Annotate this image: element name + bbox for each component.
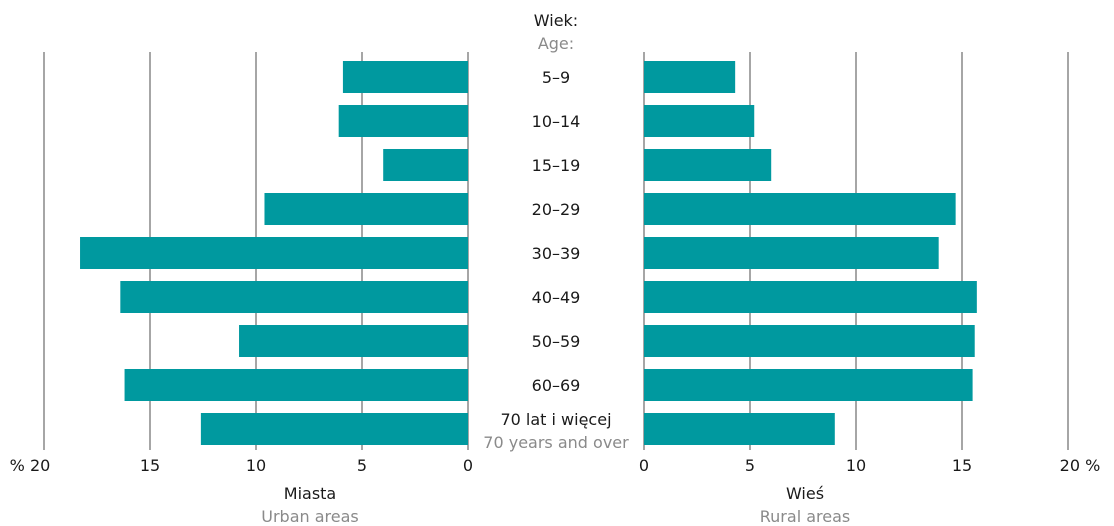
- rural-tick-label: 0: [639, 456, 649, 475]
- rural-bar: [644, 281, 977, 313]
- age-category-label: 20–29: [532, 200, 581, 219]
- rural-bar: [644, 369, 973, 401]
- rural-bars: [644, 61, 977, 445]
- age-header-label: Wiek:: [534, 11, 578, 30]
- age-category-label: 50–59: [532, 332, 581, 351]
- age-category-label: 15–19: [532, 156, 581, 175]
- age-category-labels: 5–9 10–14 15–19 20–29 30–39 40–49 50–59 60–69 70…: [483, 68, 629, 452]
- urban-bars: [80, 61, 468, 445]
- urban-tick-label: 15: [140, 456, 160, 475]
- age-category-label: 60–69: [532, 376, 581, 395]
- urban-bar: [338, 105, 468, 137]
- urban-axis-subtitle: Urban areas: [261, 507, 359, 526]
- urban-bar: [264, 193, 468, 225]
- urban-bar: [120, 281, 468, 313]
- urban-tick-label: 0: [463, 456, 473, 475]
- rural-bar: [644, 105, 755, 137]
- rural-bar: [644, 413, 835, 445]
- urban-axis-ticks: % 20 15 10 5 0: [10, 456, 473, 475]
- urban-tick-label: % 20: [10, 456, 51, 475]
- rural-bar: [644, 237, 939, 269]
- rural-bar: [644, 61, 736, 93]
- rural-tick-label: 15: [952, 456, 972, 475]
- rural-tick-label: 5: [745, 456, 755, 475]
- rural-tick-label: 20 %: [1060, 456, 1101, 475]
- rural-tick-label: 10: [846, 456, 866, 475]
- rural-axis-subtitle: Rural areas: [760, 507, 850, 526]
- age-category-sublabel: 70 years and over: [483, 433, 629, 452]
- rural-bar: [644, 193, 956, 225]
- age-category-label: 10–14: [532, 112, 581, 131]
- rural-bar: [644, 149, 772, 181]
- age-category-label: 5–9: [542, 68, 570, 87]
- age-category-label: 30–39: [532, 244, 581, 263]
- age-header-sublabel: Age:: [538, 34, 574, 53]
- urban-tick-label: 10: [246, 456, 266, 475]
- urban-tick-label: 5: [357, 456, 367, 475]
- urban-axis-title: Miasta: [284, 484, 336, 503]
- urban-bar: [200, 413, 468, 445]
- rural-bar: [644, 325, 975, 357]
- age-category-label: 70 lat i więcej: [500, 410, 611, 429]
- urban-bar: [342, 61, 468, 93]
- urban-bar: [239, 325, 468, 357]
- urban-bar: [124, 369, 468, 401]
- rural-axis-title: Wieś: [786, 484, 824, 503]
- urban-bar: [383, 149, 468, 181]
- urban-bar: [80, 237, 468, 269]
- age-category-label: 40–49: [532, 288, 581, 307]
- rural-axis-ticks: 0 5 10 15 20 %: [639, 456, 1100, 475]
